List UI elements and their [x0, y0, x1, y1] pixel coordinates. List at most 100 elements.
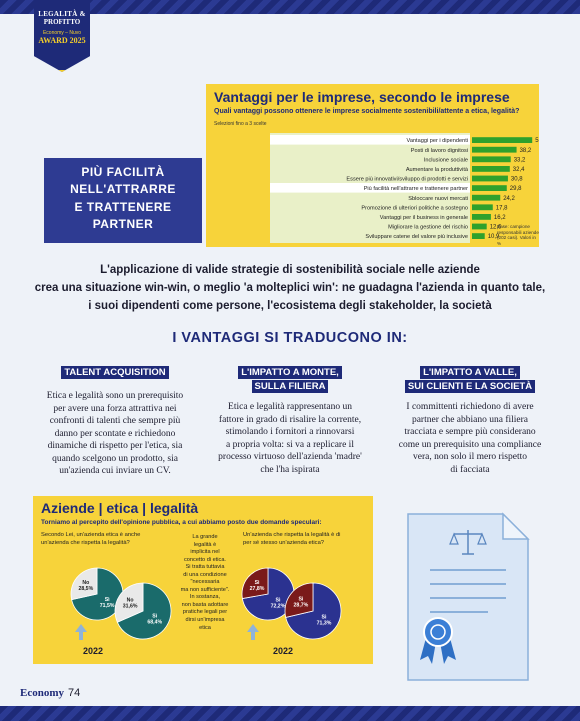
column-text-downstream: I committenti richiedono di avere partne… [380, 401, 560, 476]
column-text-line: danno per scontate e richiedono [54, 428, 176, 439]
bar-value-label: 24,2 [503, 196, 515, 202]
column-text-line: un'azienda cui inviare un CV. [59, 466, 171, 477]
column-text-line: processo virtuoso dell'azienda 'madre' [218, 452, 362, 463]
pie-label-yes: Sì 72,2% [271, 597, 286, 609]
badge-line-2: PROFITTO [43, 18, 81, 26]
bar-value-label: 12,6 [490, 225, 502, 231]
bar-value-label: 38,2 [520, 148, 532, 154]
question-line: Un'azienda che rispetta la legalità è di [243, 532, 341, 538]
column-text-line: Etica e legalità sono un prerequisito [46, 391, 184, 401]
bar-category-label: Sviluppare catene del valore più inclusi… [365, 234, 468, 240]
column-text-line: per avere una forza attrattiva nei [53, 403, 177, 414]
bar [472, 146, 517, 153]
bar [472, 223, 487, 230]
magazine-name: Economy [20, 687, 64, 699]
middle-line: concetto di etica. [184, 556, 226, 563]
opinion-middle-text: La grande legalità è implicita nel conce… [179, 534, 231, 632]
highlight-row [270, 135, 470, 145]
middle-line: etica [199, 624, 211, 631]
side-panel-line: PARTNER [92, 217, 154, 232]
pie-label-no: Sì 28,7% [294, 596, 309, 608]
year-label-right: 2022 [273, 646, 294, 656]
bar-value-label: 32,4 [513, 167, 525, 173]
opinion-title: Aziende | etica | legalità [41, 500, 199, 516]
side-panel-line: PIÙ FACILITÀ [81, 165, 165, 179]
middle-line: dirsi un'impresa [185, 617, 225, 624]
question-1: Secondo Lei, un'azienda etica è anche un… [41, 532, 171, 547]
page-footer: Economy 74 [20, 687, 80, 699]
question-line: per sé stesso un'azienda etica? [243, 539, 325, 546]
bar-value-label: 29,8 [510, 186, 522, 192]
pie-slice-yes [116, 582, 172, 640]
intro-line: L'applicazione di valide strategie di so… [100, 264, 480, 276]
bar-category-label: Migliorare la gestione del rischio [388, 225, 468, 231]
bar [472, 185, 507, 191]
column-title-line: L'IMPATTO A MONTE, [238, 366, 342, 379]
badge-line-4: AWARD 2025 [38, 36, 86, 45]
pie-label-no: No 28,5% [78, 580, 93, 592]
bar-value-label: 51,6 [535, 138, 539, 144]
bar-category-label: Promozione di ulteriori politiche a sost… [361, 205, 468, 211]
side-panel-line: E TRATTENERE [74, 199, 172, 214]
bar [472, 214, 491, 220]
column-text-line: che l'ha ispirata [260, 464, 320, 475]
middle-line: di una condizione [183, 571, 227, 578]
chart-subtitle: Quali vantaggi possono ottenere le impre… [214, 108, 520, 115]
question-2: Un'azienda che rispetta la legalità è di… [243, 532, 373, 547]
opinion-pie-charts: Sì 71,5% No 28,5% Sì 68,4% No 31,6% Sì 72,2% Sì 27,… [70, 567, 342, 640]
pie-slice-no [114, 582, 144, 623]
bar-value-label: 33,2 [514, 157, 526, 163]
bar-category-label: Vantaggi per i dipendenti [407, 138, 468, 144]
column-text-line: come un prerequisito una compliance [398, 439, 542, 450]
badge-line-1: LEGALITÀ & [38, 10, 86, 18]
middle-line: legalità è [193, 541, 217, 548]
intro-line: i suoi dipendenti come persone, l'ecosis… [88, 299, 492, 312]
highlight-row [270, 183, 470, 193]
middle-line: non basta adottare [181, 601, 229, 608]
pie-slice-no [284, 582, 314, 618]
column-title-line: TALENT ACQUISITION [61, 366, 169, 379]
pie-label-yes: Sì 71,3% [317, 615, 332, 627]
bar [472, 175, 508, 182]
page-number: 74 [68, 687, 81, 699]
benefits-chart-box: Vantaggi per le imprese, secondo le impr… [206, 84, 539, 247]
column-title-talent: TALENT ACQUISITION [40, 366, 190, 380]
middle-line: In sostanza, [189, 594, 221, 601]
column-title-upstream: L'IMPATTO A MONTE, SULLA FILIERA [210, 366, 370, 395]
column-title-line: L'IMPATTO A VALLE, [420, 366, 520, 379]
column-text-line: vera, non solo il mero rispetto [413, 452, 527, 463]
award-badge-logo: LEGALITÀ & PROFITTO Economy – Nuvo AWARD… [34, 0, 90, 72]
middle-line: "necessaria [190, 579, 220, 586]
middle-line: implicita nel [190, 549, 220, 556]
bar [472, 137, 533, 143]
column-text-line: Etica e legalità rappresentano un [228, 402, 352, 412]
pie-label-no: No 31,6% [123, 598, 138, 610]
column-text-line: quando scelgono un prodotto, sia [52, 453, 178, 464]
arrow-up-icon [75, 624, 87, 640]
bar [472, 156, 511, 163]
section-heading: I VANTAGGI SI TRADUCONO IN: [172, 330, 408, 346]
column-text-line: a propria volta: si va a replicare il [226, 439, 354, 450]
column-title-downstream: L'IMPATTO A VALLE, SUI CLIENTI E LA SOCI… [382, 366, 558, 395]
bar-category-label: Più facilità nell'attrarre e trattenere … [364, 186, 468, 192]
bar-value-label: 16,2 [494, 215, 506, 221]
intro-paragraph: L'applicazione di valide strategie di so… [20, 262, 560, 315]
pie-slice-no [70, 567, 98, 601]
column-text-line: fattore in grado di risalire la corrente… [218, 414, 362, 425]
bar-category-label: Aumentare la produttività [406, 167, 469, 173]
top-decorative-band [0, 0, 580, 14]
arrow-up-icon [247, 624, 259, 640]
bottom-decorative-band [0, 706, 580, 721]
column-text-line: confronti di talenti che sempre più [49, 416, 181, 427]
benefits-bar-chart: Vantaggi per i dipendenti 51,6 Posti di la… [270, 135, 539, 240]
bar [472, 166, 510, 172]
chart-base-note: Base: campione responsabili aziende (202… [497, 224, 539, 247]
bar-category-label: Sbloccare nuovi mercati [408, 196, 468, 202]
bar-category-label: Inclusione sociale [424, 157, 468, 163]
column-text-line: tracciata e sempre più considerano [404, 427, 536, 438]
column-text-upstream: Etica e legalità rappresentano un fattor… [205, 401, 375, 476]
column-text-line: di facciata [450, 464, 490, 475]
bar [472, 204, 493, 211]
question-line: Secondo Lei, un'azienda etica è anche [41, 532, 141, 538]
year-label-left: 2022 [83, 646, 104, 656]
